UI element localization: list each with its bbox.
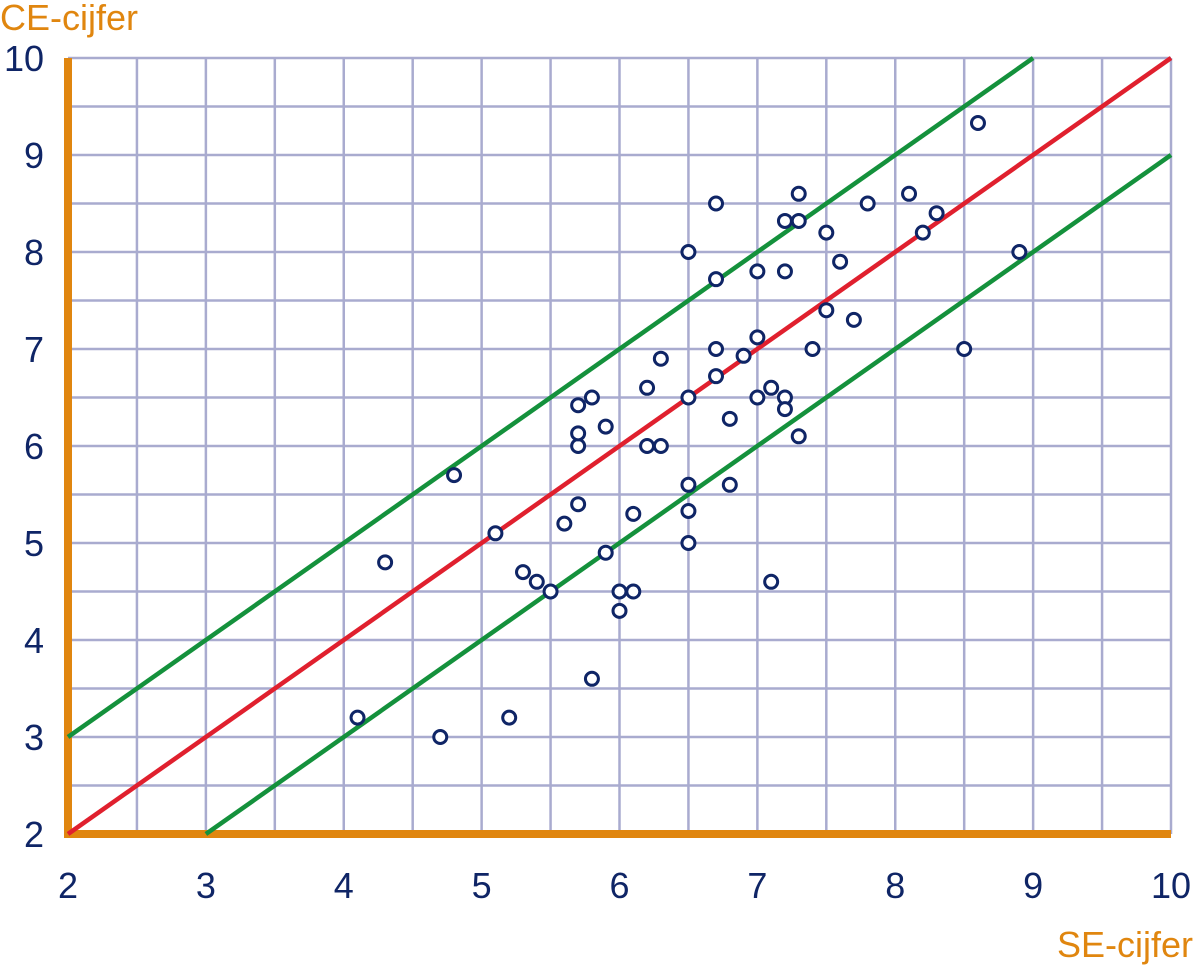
data-point bbox=[749, 329, 766, 346]
data-point bbox=[570, 438, 587, 454]
x-axis-label: SE-cijfer bbox=[1057, 924, 1193, 965]
x-tick-label: 2 bbox=[58, 865, 78, 906]
data-point bbox=[652, 438, 669, 454]
y-tick-label: 4 bbox=[24, 620, 44, 661]
data-point bbox=[969, 114, 986, 131]
data-point bbox=[790, 185, 807, 202]
data-point bbox=[721, 410, 738, 427]
data-point bbox=[639, 379, 656, 396]
y-tick-label: 3 bbox=[24, 717, 44, 758]
data-point bbox=[487, 525, 504, 542]
data-point bbox=[570, 397, 587, 414]
data-point bbox=[597, 544, 614, 561]
data-point bbox=[818, 302, 835, 319]
data-point bbox=[776, 401, 793, 418]
y-tick-label: 10 bbox=[4, 38, 44, 79]
data-point bbox=[652, 350, 669, 367]
data-point bbox=[776, 263, 793, 280]
data-points bbox=[349, 114, 1028, 745]
x-tick-label: 7 bbox=[747, 865, 767, 906]
data-point bbox=[597, 418, 614, 435]
data-point bbox=[776, 212, 793, 229]
data-point bbox=[377, 554, 394, 571]
axes bbox=[64, 58, 1171, 838]
x-tick-label: 3 bbox=[196, 865, 216, 906]
x-tick-label: 4 bbox=[334, 865, 354, 906]
data-point bbox=[611, 602, 628, 619]
data-point bbox=[432, 729, 449, 745]
data-point bbox=[570, 425, 587, 442]
data-point bbox=[625, 583, 642, 600]
data-point bbox=[749, 389, 766, 406]
tick-labels: 2 3 4 5 6 7 8 9 10 2 3 4 5 6 7 8 9 10 bbox=[4, 38, 1191, 906]
data-point bbox=[570, 496, 587, 513]
x-tick-label: 6 bbox=[609, 865, 629, 906]
data-point bbox=[818, 224, 835, 241]
data-point bbox=[556, 515, 573, 532]
data-point bbox=[583, 670, 600, 687]
data-point bbox=[639, 438, 656, 454]
data-point bbox=[625, 505, 642, 522]
data-point bbox=[708, 341, 725, 357]
data-point bbox=[859, 195, 876, 212]
data-point bbox=[735, 347, 752, 364]
data-point bbox=[528, 573, 545, 590]
data-point bbox=[708, 271, 725, 288]
data-point bbox=[680, 502, 697, 519]
reference-lines bbox=[66, 56, 1173, 836]
data-point bbox=[832, 253, 849, 270]
data-point bbox=[708, 195, 725, 212]
x-tick-label: 5 bbox=[472, 865, 492, 906]
data-point bbox=[763, 573, 780, 590]
data-point bbox=[763, 379, 780, 396]
data-point bbox=[514, 564, 531, 581]
y-tick-label: 9 bbox=[24, 135, 44, 176]
data-point bbox=[1011, 244, 1028, 260]
reference-line-2 bbox=[66, 56, 1173, 836]
x-tick-label: 10 bbox=[1151, 865, 1191, 906]
reference-line-3 bbox=[204, 153, 1173, 836]
data-point bbox=[914, 224, 931, 241]
y-tick-label: 6 bbox=[24, 426, 44, 467]
data-point bbox=[680, 244, 697, 260]
x-tick-label: 9 bbox=[1023, 865, 1043, 906]
reference-line-1 bbox=[66, 56, 1035, 739]
data-point bbox=[956, 341, 973, 357]
data-point bbox=[583, 389, 600, 406]
data-point bbox=[790, 428, 807, 445]
y-tick-label: 5 bbox=[24, 523, 44, 564]
data-point bbox=[349, 709, 366, 726]
data-point bbox=[901, 185, 918, 202]
data-point bbox=[680, 535, 697, 551]
data-point bbox=[446, 467, 463, 484]
y-tick-label: 7 bbox=[24, 329, 44, 370]
data-point bbox=[721, 476, 738, 493]
data-point bbox=[845, 311, 862, 328]
y-tick-label: 8 bbox=[24, 232, 44, 273]
data-point bbox=[804, 341, 821, 357]
data-point bbox=[708, 368, 725, 385]
y-axis-label: CE-cijfer bbox=[0, 0, 138, 38]
x-tick-label: 8 bbox=[885, 865, 905, 906]
data-point bbox=[790, 212, 807, 229]
data-point bbox=[928, 205, 945, 222]
data-point bbox=[542, 583, 559, 600]
y-tick-label: 2 bbox=[24, 814, 44, 855]
data-point bbox=[611, 583, 628, 600]
data-point bbox=[501, 709, 518, 726]
data-point bbox=[749, 263, 766, 280]
data-point bbox=[680, 389, 697, 406]
data-point bbox=[680, 476, 697, 493]
